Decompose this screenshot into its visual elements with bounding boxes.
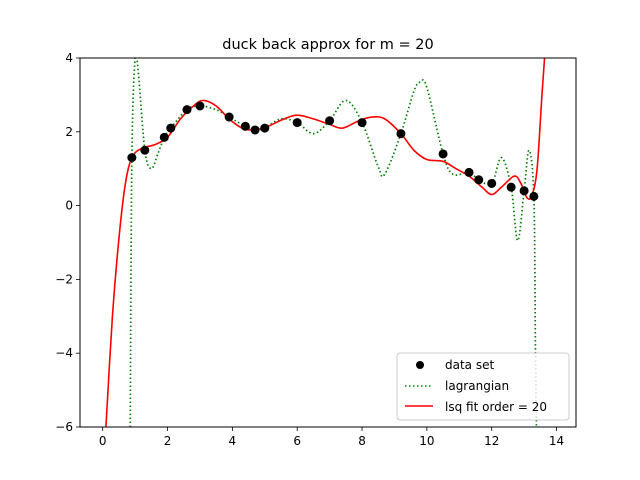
y-tick-label: 4 <box>65 51 73 65</box>
x-tick-label: 8 <box>358 434 366 448</box>
legend-label-lsq-fit: lsq fit order = 20 <box>445 400 547 414</box>
data-point <box>224 112 234 122</box>
data-point <box>195 101 205 111</box>
data-point <box>260 123 270 133</box>
data-point <box>438 149 448 159</box>
data-point <box>474 175 484 185</box>
data-point <box>166 123 176 133</box>
series-layer <box>105 58 546 427</box>
x-axis-ticks: 0 2 4 6 8 10 12 14 <box>99 427 564 448</box>
data-point <box>464 167 474 177</box>
data-point <box>325 116 335 126</box>
data-point <box>127 153 137 163</box>
x-tick-label: 10 <box>419 434 434 448</box>
x-tick-label: 12 <box>484 434 499 448</box>
data-point <box>140 145 150 155</box>
data-point <box>240 121 250 131</box>
legend-label-data-set: data set <box>445 358 494 372</box>
series-line-2 <box>105 58 546 427</box>
x-tick-label: 0 <box>99 434 107 448</box>
data-point <box>506 182 516 192</box>
data-point <box>357 118 367 128</box>
y-tick-label: 0 <box>65 199 73 213</box>
x-tick-label: 14 <box>549 434 564 448</box>
data-point <box>396 129 406 139</box>
y-tick-label: −4 <box>55 346 73 360</box>
y-tick-label: −2 <box>55 272 73 286</box>
legend-marker-data-set <box>416 361 424 369</box>
data-point <box>182 105 192 115</box>
chart-title: duck back approx for m = 20 <box>222 37 433 53</box>
y-axis-ticks: −6 −4 −2 0 2 4 <box>55 51 80 434</box>
y-tick-label: 2 <box>65 125 73 139</box>
data-point <box>159 132 169 142</box>
data-point <box>292 118 302 128</box>
series-line-1 <box>129 58 538 427</box>
plot-frame <box>79 57 577 428</box>
x-tick-label: 4 <box>229 434 237 448</box>
data-point <box>529 191 539 201</box>
data-point <box>519 186 529 196</box>
data-point <box>250 125 260 135</box>
x-tick-label: 2 <box>164 434 172 448</box>
y-tick-label: −6 <box>55 420 73 434</box>
legend-label-lagrangian: lagrangian <box>445 379 509 393</box>
legend: data set lagrangian lsq fit order = 20 <box>396 352 570 421</box>
data-point <box>487 178 497 188</box>
legend-box <box>396 352 570 421</box>
x-tick-label: 6 <box>293 434 301 448</box>
